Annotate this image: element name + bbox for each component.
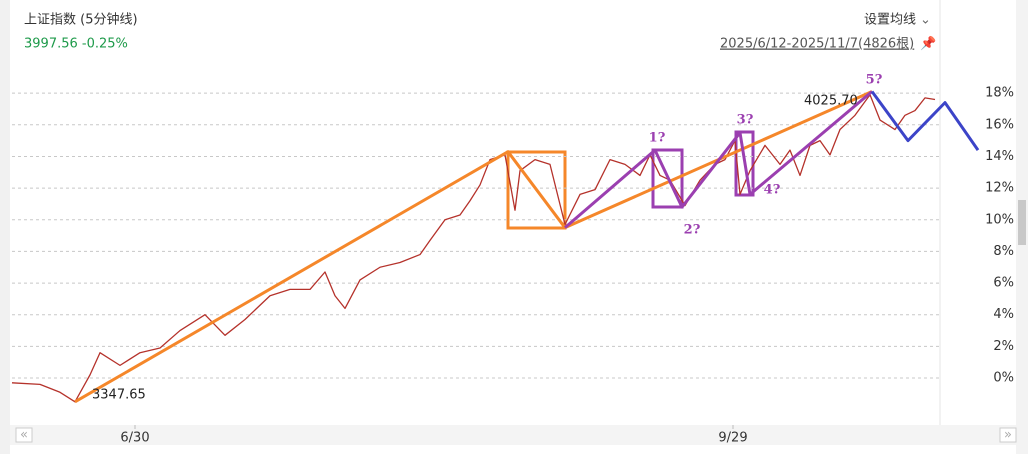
orange-box bbox=[506, 150, 567, 230]
scroll-right-icon: » bbox=[1004, 428, 1012, 443]
scroll-left-icon: « bbox=[20, 428, 28, 443]
y-tick-label: 4% bbox=[993, 307, 1014, 322]
scroll-left[interactable] bbox=[15, 427, 33, 443]
y-tick-label: 12% bbox=[985, 181, 1014, 196]
series-line bbox=[870, 90, 980, 151]
y-tick-label: 14% bbox=[985, 149, 1014, 164]
wave-label: 2? bbox=[684, 223, 701, 238]
price-change: 3997.56 -0.25% bbox=[24, 37, 128, 52]
x-tick-label: 9/29 bbox=[718, 431, 747, 446]
y-tick-label: 0% bbox=[993, 371, 1014, 386]
wave-box bbox=[651, 148, 684, 209]
menu-caret: ⌄ bbox=[920, 13, 931, 28]
wave-label: 1? bbox=[649, 131, 666, 146]
y-tick-label: 2% bbox=[993, 339, 1014, 354]
ma-menu[interactable]: 设置均线 bbox=[864, 13, 916, 28]
y-tick-label: 16% bbox=[985, 117, 1014, 132]
low-label: 3347.65 bbox=[92, 388, 146, 403]
scroll-right[interactable] bbox=[999, 427, 1017, 443]
chart-title: 上证指数 (5分钟线) bbox=[24, 12, 138, 28]
series-line bbox=[564, 90, 873, 229]
x-tick-label: 6/30 bbox=[120, 431, 149, 446]
time-scroll[interactable] bbox=[10, 425, 1016, 445]
y-tick-label: 10% bbox=[985, 212, 1014, 227]
high-label: 4025.70 bbox=[804, 94, 858, 109]
wave-label: 3? bbox=[737, 113, 754, 128]
sidebar bbox=[0, 0, 10, 454]
y-tick-label: 6% bbox=[993, 276, 1014, 291]
scroll-thumb[interactable] bbox=[1018, 200, 1026, 245]
wave-label: 4? bbox=[764, 183, 781, 198]
pin-icon[interactable]: 📌 bbox=[920, 35, 936, 52]
y-tick-label: 18% bbox=[985, 86, 1014, 101]
y-tick-label: 8% bbox=[993, 244, 1014, 259]
range-label[interactable]: 2025/6/12-2025/11/7(4826根) bbox=[720, 37, 914, 52]
wave-label: 5? bbox=[866, 73, 883, 88]
series-line bbox=[11, 94, 936, 403]
wave-box bbox=[734, 130, 755, 197]
